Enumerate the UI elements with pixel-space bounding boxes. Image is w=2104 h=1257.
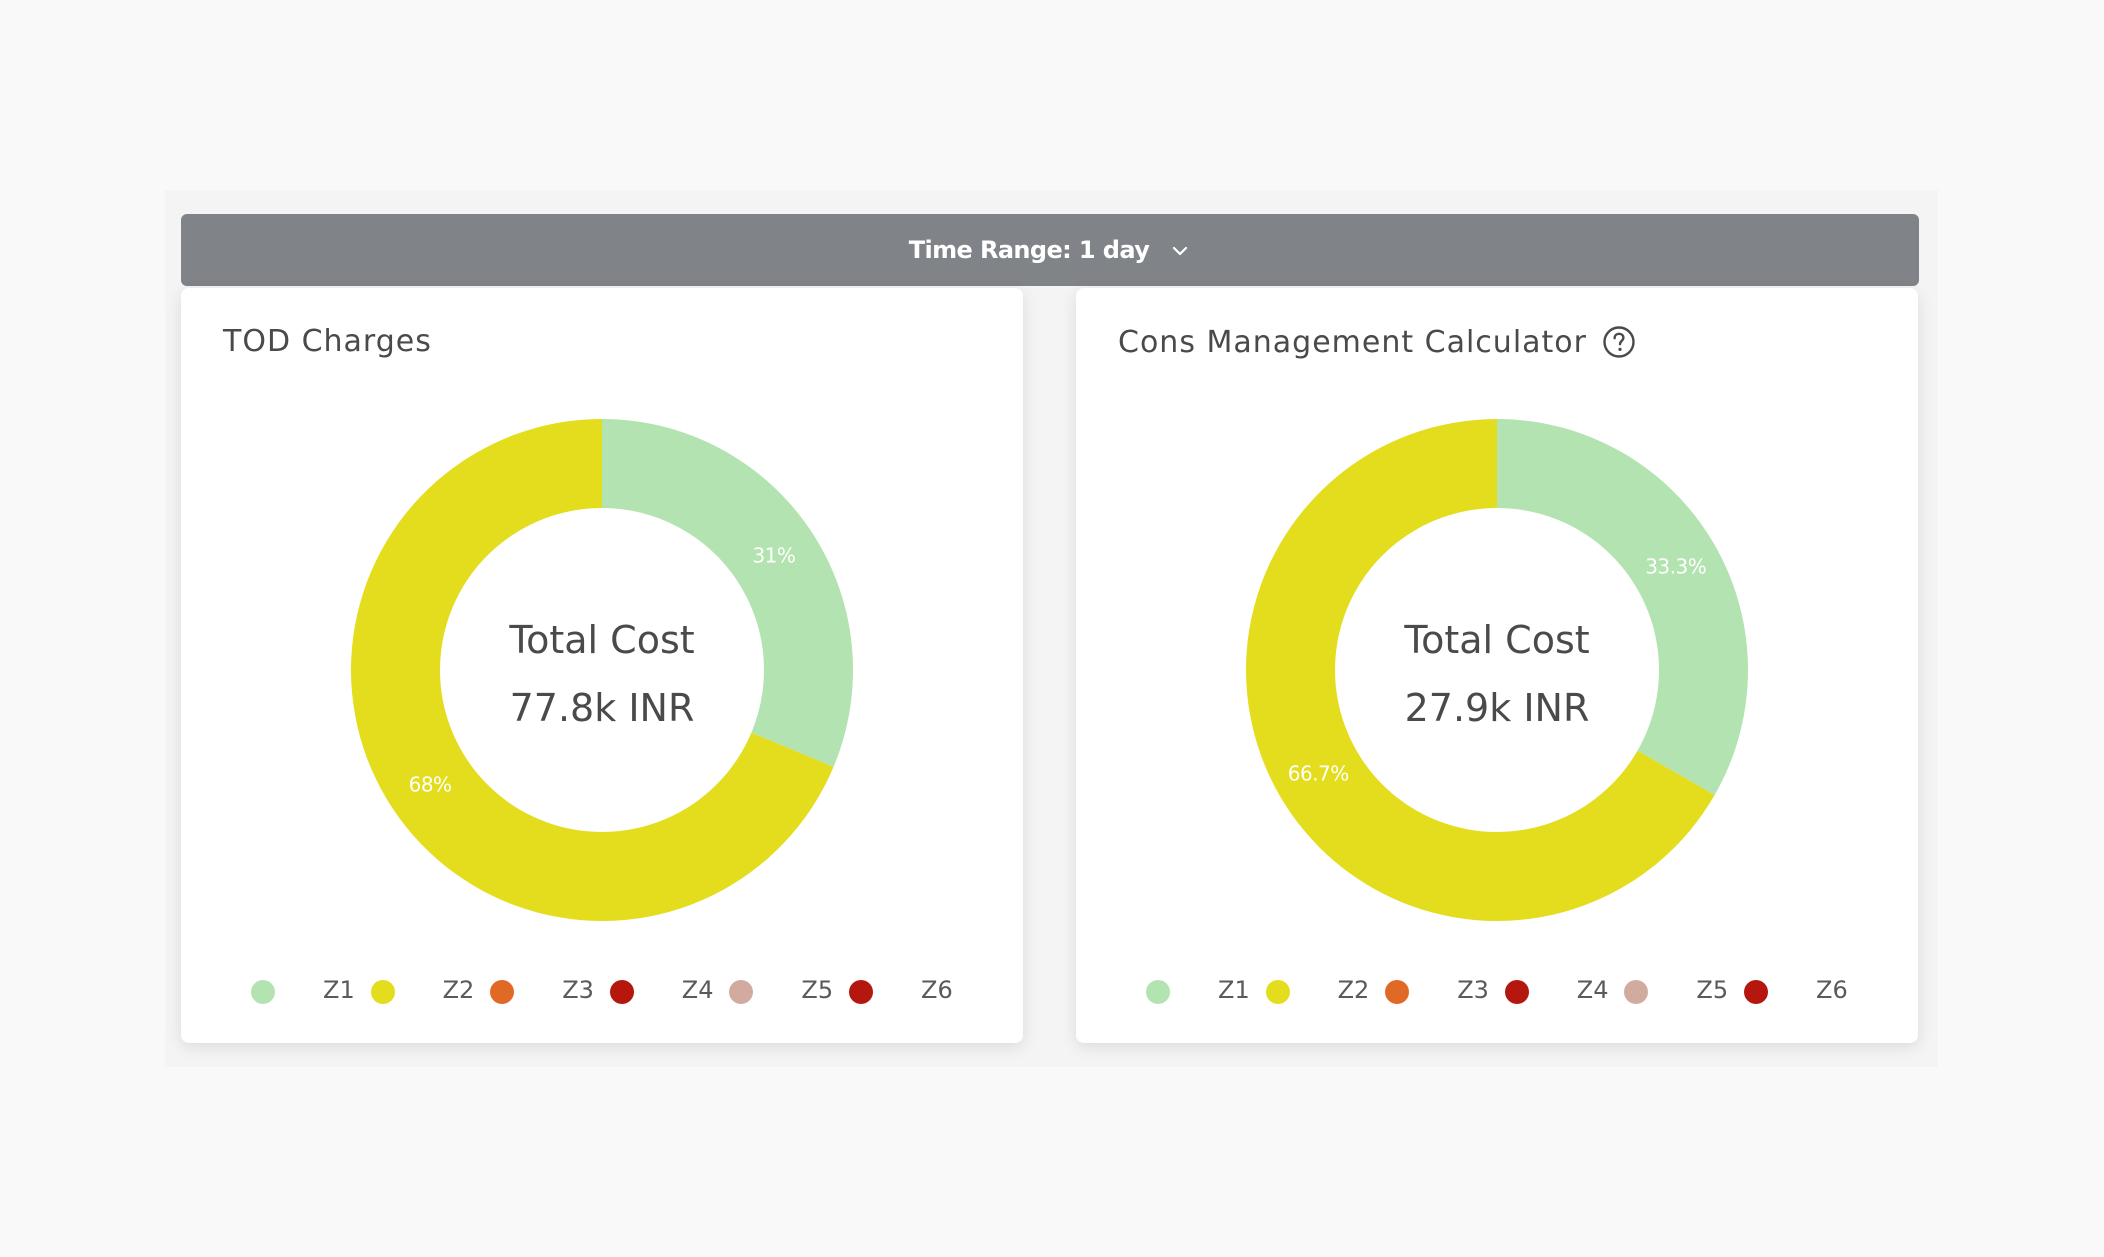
chart-legend: Z1 Z2 Z3 Z4 Z5 Z6 <box>1076 972 1918 1012</box>
slice-percent-label: 68% <box>409 772 452 796</box>
legend-dot-z2[interactable] <box>1265 980 1290 1004</box>
slice-percent-label: 31% <box>752 544 795 568</box>
legend-dot-z6[interactable] <box>1744 980 1768 1004</box>
help-icon[interactable] <box>1601 324 1637 360</box>
legend-label-z6[interactable]: Z6 <box>1816 976 1848 1004</box>
donut-slice-z1[interactable] <box>602 419 853 767</box>
legend-dot-z6[interactable] <box>849 980 873 1004</box>
legend-dot-z3[interactable] <box>1385 980 1410 1004</box>
legend-label-z4[interactable]: Z4 <box>1576 976 1609 1004</box>
time-range-label: Time Range: 1 day <box>908 236 1150 264</box>
total-cost-value: 27.9k INR <box>1404 686 1590 730</box>
card-title-text: TOD Charges <box>223 324 432 359</box>
donut-slice-z2[interactable] <box>1246 419 1715 921</box>
donut-chart: 33.3% 66.7% <box>1246 419 1748 921</box>
legend-dot-z2[interactable] <box>370 980 395 1004</box>
legend-dot-z3[interactable] <box>490 980 515 1004</box>
legend-label-z3[interactable]: Z3 <box>562 976 594 1004</box>
legend-label-z1[interactable]: Z1 <box>1218 976 1250 1004</box>
chevron-down-icon <box>1173 246 1188 256</box>
slice-percent-label: 66.7% <box>1288 761 1349 785</box>
tod-charges-card: TOD Charges 31% 68% Total Cost 77.8k INR … <box>181 288 1023 1043</box>
legend-label-z5[interactable]: Z5 <box>801 976 834 1004</box>
legend-label-z1[interactable]: Z1 <box>323 976 355 1004</box>
card-title-text: Cons Management Calculator <box>1118 324 1587 360</box>
legend-label-z2[interactable]: Z2 <box>442 976 475 1004</box>
legend-dot-z5[interactable] <box>1624 980 1649 1004</box>
legend-dot-z1[interactable] <box>251 980 275 1004</box>
legend-dot-z4[interactable] <box>609 980 634 1004</box>
card-title: Cons Management Calculator <box>1118 324 1637 360</box>
legend-label-z6[interactable]: Z6 <box>921 976 953 1004</box>
total-cost-label: Total Cost <box>509 618 695 662</box>
slice-percent-label: 33.3% <box>1645 555 1706 579</box>
legend-label-z2[interactable]: Z2 <box>1337 976 1370 1004</box>
total-cost-label: Total Cost <box>1404 618 1590 662</box>
legend-label-z5[interactable]: Z5 <box>1696 976 1729 1004</box>
donut-chart: 31% 68% <box>351 419 853 921</box>
legend-dot-z1[interactable] <box>1146 980 1170 1004</box>
card-title: TOD Charges <box>223 324 432 359</box>
legend-dot-z4[interactable] <box>1504 980 1529 1004</box>
legend-label-z3[interactable]: Z3 <box>1457 976 1489 1004</box>
cons-management-calculator-card: Cons Management Calculator 33.3% 66.7% To… <box>1076 288 1918 1043</box>
donut-slice-z1[interactable] <box>1497 419 1748 796</box>
chart-legend: Z1 Z2 Z3 Z4 Z5 Z6 <box>181 972 1023 1012</box>
donut-slice-z2[interactable] <box>351 419 834 921</box>
total-cost-value: 77.8k INR <box>509 686 695 730</box>
legend-dot-z5[interactable] <box>729 980 754 1004</box>
time-range-dropdown[interactable]: Time Range: 1 day <box>181 214 1919 286</box>
legend-label-z4[interactable]: Z4 <box>681 976 714 1004</box>
